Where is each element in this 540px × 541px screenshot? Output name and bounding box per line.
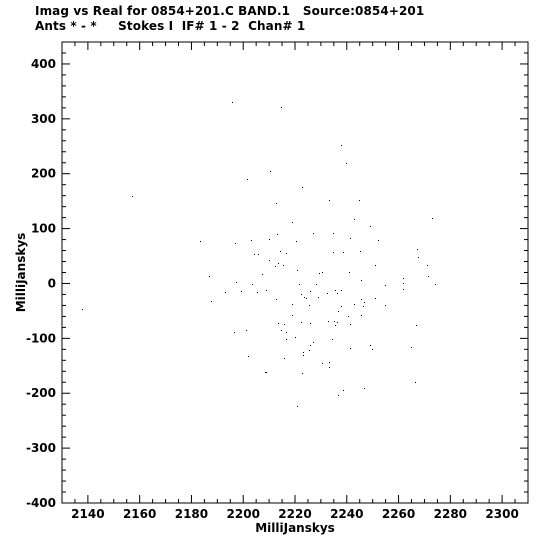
x-tick-label: 2200 xyxy=(227,507,260,521)
y-tick-label: 100 xyxy=(31,222,56,236)
x-tick-label: 2300 xyxy=(485,507,518,521)
plot-frame xyxy=(61,41,529,504)
x-tick-label: 2220 xyxy=(278,507,311,521)
x-tick-label: 2240 xyxy=(330,507,363,521)
axis-ticks: 2140 2160 2180 2200 2220 2240 2260 2280 2300 -400… xyxy=(26,41,529,521)
x-axis-label: MilliJanskys xyxy=(255,521,335,535)
scatter-point-cloud xyxy=(82,102,436,407)
x-tick-label: 2160 xyxy=(123,507,156,521)
y-tick-label: -200 xyxy=(26,386,56,400)
x-tick-label: 2140 xyxy=(71,507,104,521)
y-tick-label: -400 xyxy=(26,496,56,510)
x-tick-label: 2260 xyxy=(382,507,415,521)
chart-subtitle: Ants * - * Stokes I IF# 1 - 2 Chan# 1 xyxy=(35,19,306,33)
chart-title: Imag vs Real for 0854+201.C BAND.1 Sourc… xyxy=(35,4,425,18)
y-tick-label: 400 xyxy=(31,57,56,71)
y-tick-label: -300 xyxy=(26,441,56,455)
y-tick-label: -100 xyxy=(26,331,56,345)
y-tick-label: 200 xyxy=(31,167,56,181)
data-points xyxy=(82,102,436,407)
y-tick-label: 300 xyxy=(31,112,56,126)
x-tick-label: 2180 xyxy=(175,507,208,521)
x-tick-label: 2280 xyxy=(434,507,467,521)
y-axis-label: MilliJanskys xyxy=(14,233,28,313)
y-tick-label: 0 xyxy=(48,276,56,290)
